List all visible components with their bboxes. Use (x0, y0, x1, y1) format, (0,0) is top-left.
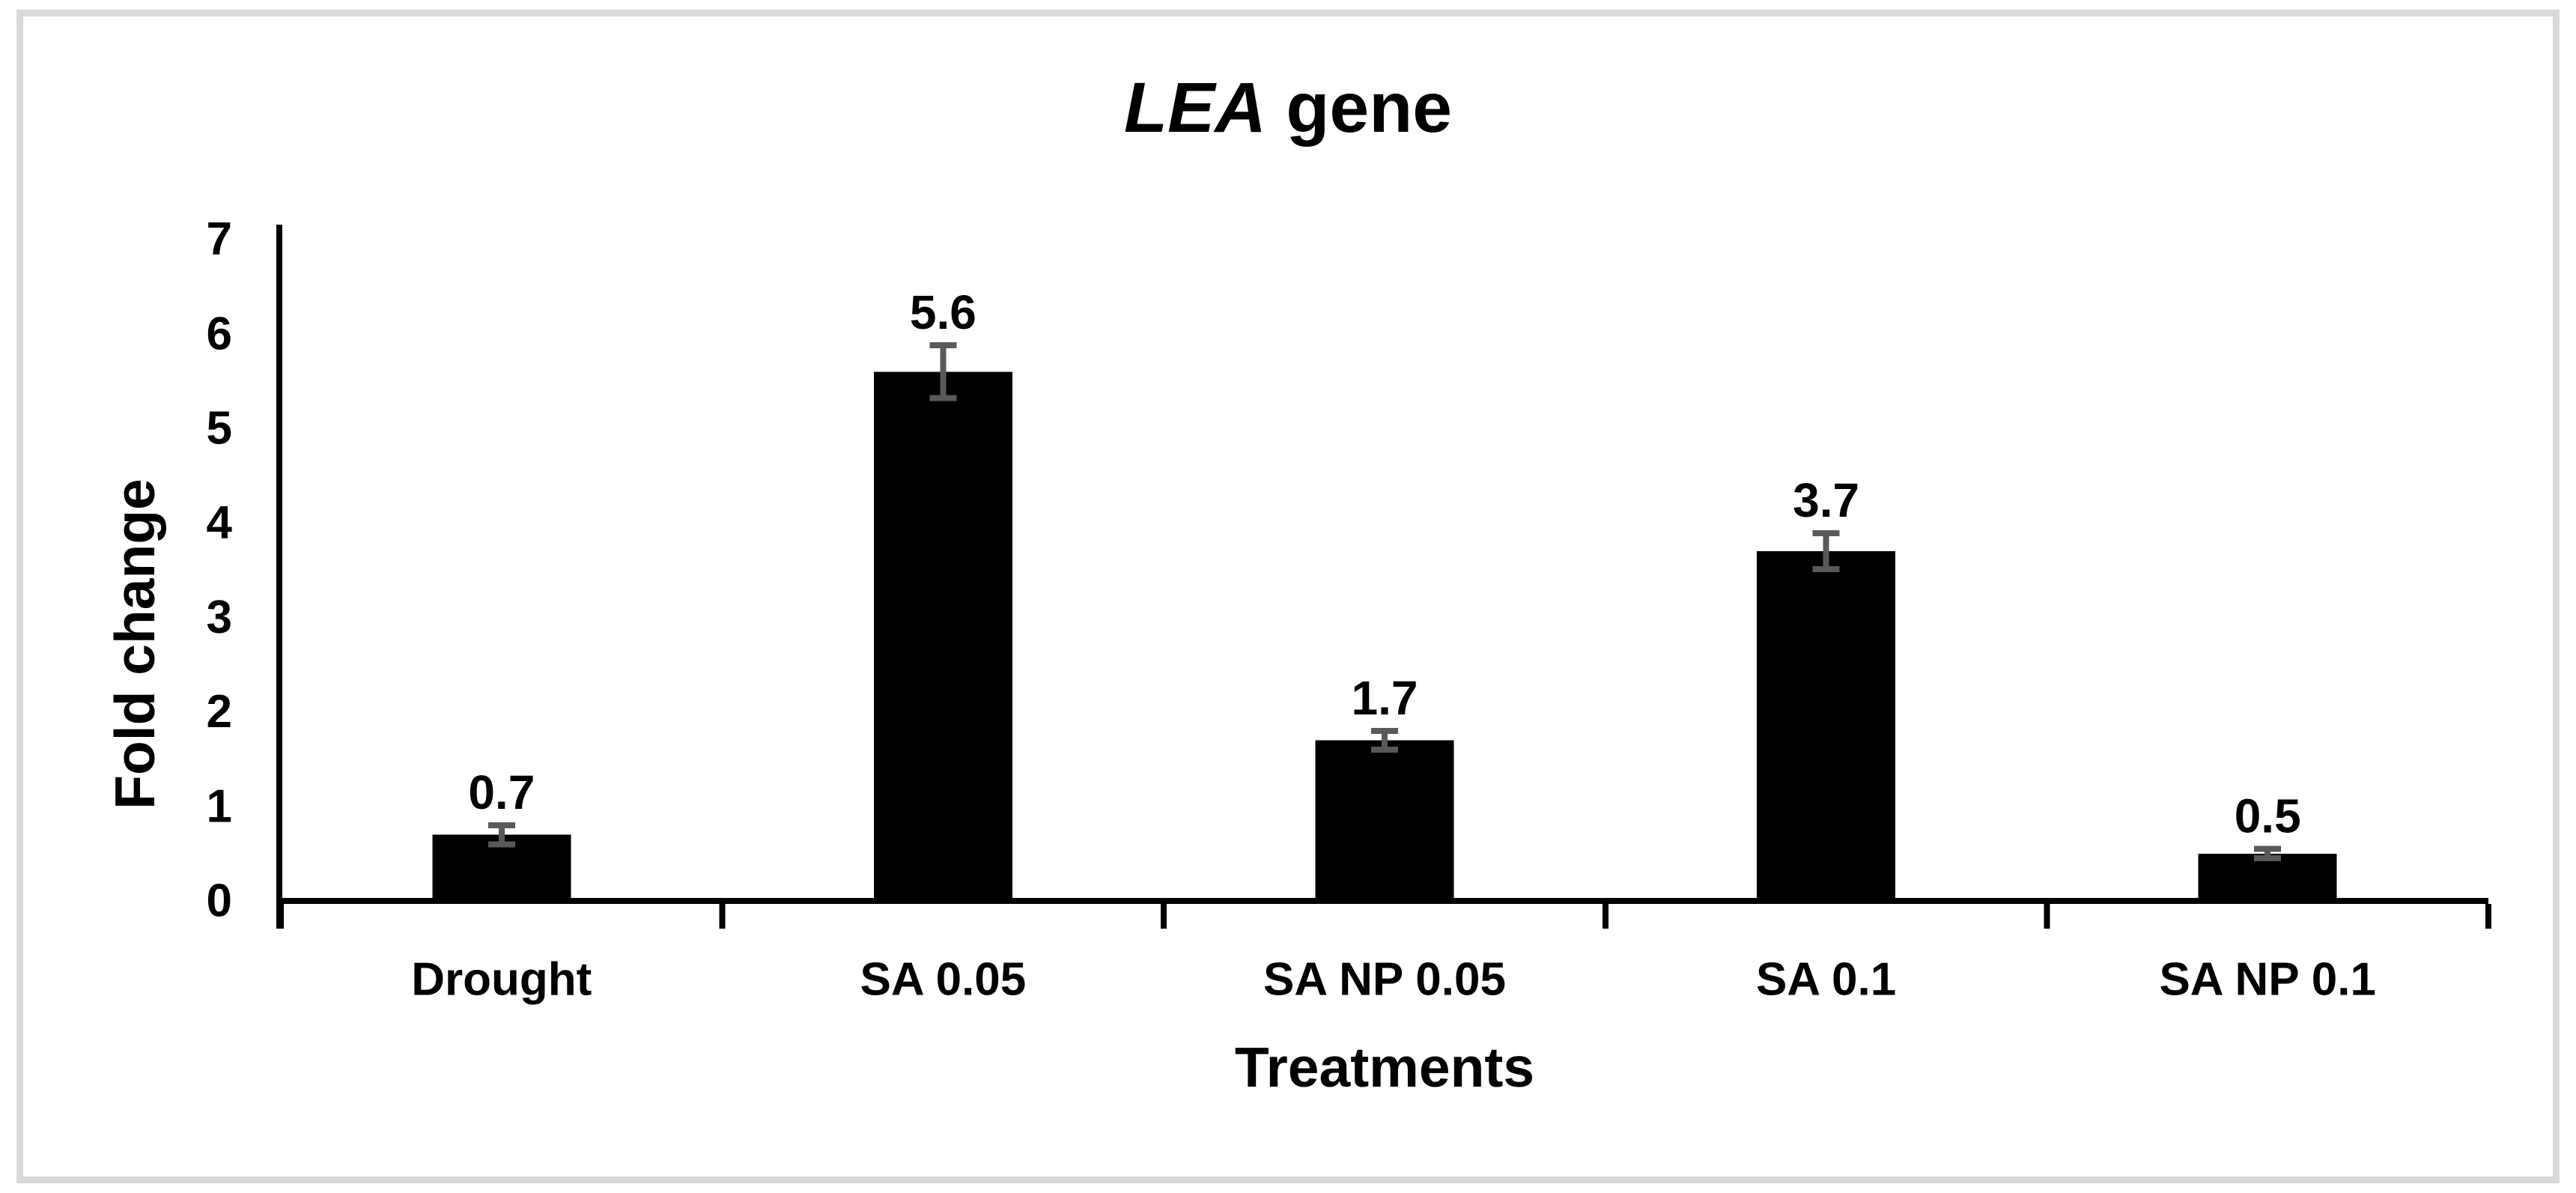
bar (2198, 853, 2337, 901)
error-bar-cap-bottom (487, 841, 515, 848)
error-bar-cap-bottom (1371, 747, 1398, 753)
error-bar-cap-bottom (2254, 855, 2282, 862)
error-bar-cap-top (1371, 727, 1398, 734)
bar (1315, 740, 1454, 901)
category-label: Drought (411, 954, 592, 1006)
y-tick-label: 2 (207, 686, 232, 738)
chart-title-rest: gene (1266, 68, 1453, 148)
category-label: SA NP 0.05 (1263, 954, 1506, 1006)
y-tick-label: 4 (207, 497, 233, 549)
x-axis-tick (1161, 904, 1167, 929)
error-bar-cap-top (487, 822, 515, 829)
y-tick-label: 6 (207, 308, 232, 359)
error-bar-cap-bottom (1812, 566, 1840, 573)
error-bar-stem (2264, 849, 2271, 859)
category-label: SA NP 0.1 (2159, 954, 2375, 1006)
x-axis-tick (719, 904, 726, 929)
error-bar-cap-bottom (929, 395, 957, 401)
category-label: SA 0.1 (1756, 954, 1896, 1006)
chart-title: LEA gene (0, 69, 2576, 148)
data-label: 1.7 (1352, 671, 1418, 725)
error-bar-cap-top (929, 341, 957, 348)
chart-title-gene-name: LEA (1123, 68, 1266, 148)
data-label: 5.6 (910, 285, 976, 339)
x-axis-tick (278, 904, 284, 929)
category-label: SA 0.05 (860, 954, 1027, 1006)
bar (873, 371, 1012, 901)
error-bar-cap-top (1812, 530, 1840, 537)
bar (1757, 551, 1896, 901)
y-tick-label: 1 (207, 780, 232, 832)
x-axis-tick (2044, 904, 2050, 929)
error-bar-stem (940, 344, 947, 398)
x-axis-tick (1602, 904, 1609, 929)
error-bar-cap-top (2254, 846, 2282, 852)
y-axis-line (276, 225, 282, 929)
error-bar-stem (1823, 533, 1829, 570)
figure-border (16, 10, 2560, 1183)
y-tick-label: 0 (207, 875, 232, 927)
data-label: 0.7 (468, 765, 535, 819)
y-tick-label: 3 (207, 592, 232, 643)
y-tick-label: 7 (207, 213, 232, 265)
x-axis-tick (2485, 904, 2491, 929)
error-bar-stem (1382, 730, 1388, 750)
y-tick-label: 5 (207, 403, 232, 455)
x-axis-title: Treatments (1234, 1036, 1535, 1099)
data-label: 3.7 (1793, 473, 1859, 527)
error-bar-stem (498, 825, 505, 845)
data-label: 0.5 (2235, 789, 2301, 843)
